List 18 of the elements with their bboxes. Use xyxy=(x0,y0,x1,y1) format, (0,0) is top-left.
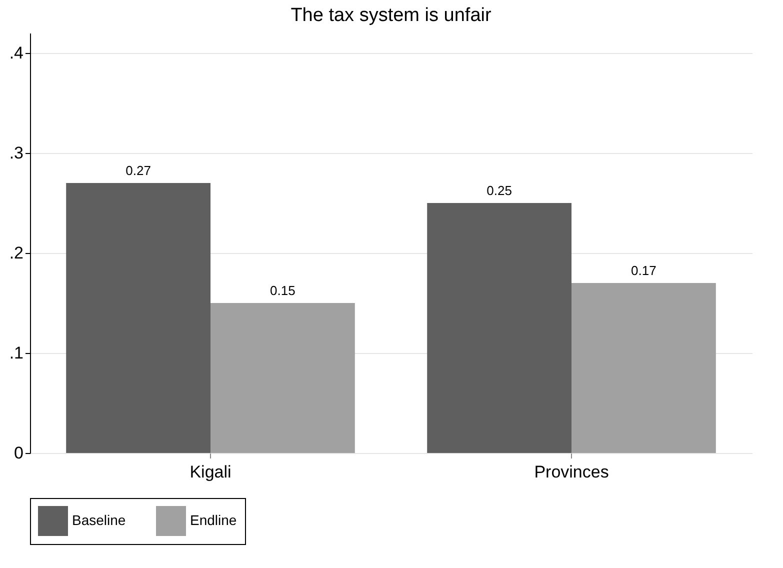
bar xyxy=(572,283,716,453)
legend-label: Endline xyxy=(190,512,237,528)
chart-title: The tax system is unfair xyxy=(290,5,492,26)
y-tick-label: .3 xyxy=(9,144,24,162)
bar xyxy=(66,183,210,453)
y-tick-label: .4 xyxy=(9,44,24,62)
data-label: 0.15 xyxy=(270,283,296,298)
x-tick-label: Provinces xyxy=(534,462,609,482)
data-label: 0.25 xyxy=(486,183,512,198)
y-tick-label: 0 xyxy=(14,444,24,462)
legend-label: Baseline xyxy=(72,512,126,528)
data-label: 0.27 xyxy=(126,163,151,178)
bar xyxy=(427,203,572,453)
y-tick-label: .2 xyxy=(9,244,24,262)
y-tick-label: .1 xyxy=(9,344,24,362)
x-tick-label: Kigali xyxy=(190,462,232,482)
bar xyxy=(210,303,355,453)
data-label: 0.17 xyxy=(631,263,656,278)
